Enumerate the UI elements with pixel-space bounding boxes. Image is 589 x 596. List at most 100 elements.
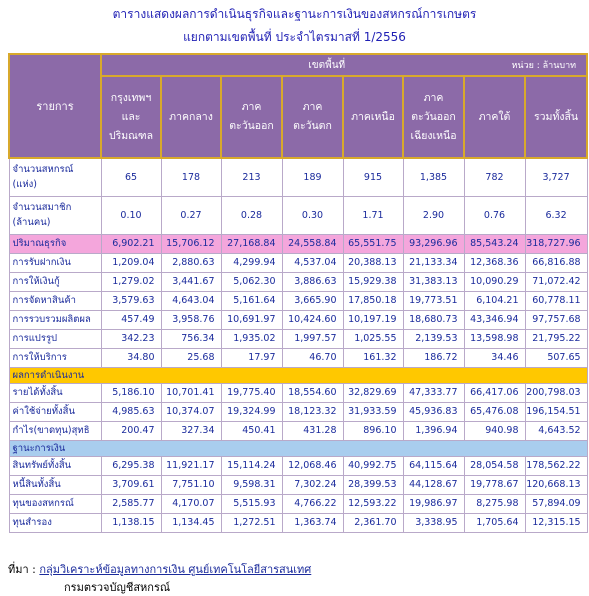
table-cell: 19,324.99 [220, 401, 283, 422]
table-cell: 12,068.46 [281, 455, 344, 476]
source-prefix: ที่มา : [8, 563, 36, 576]
table-cell: 342.23 [100, 328, 162, 349]
table-cell: 7,302.24 [281, 474, 344, 495]
row-business: การให้บริการ 34.80 25.68 17.97 46.70 161.32 18… [8, 347, 588, 368]
table-cell: 28,399.53 [342, 474, 404, 495]
table-cell: 65,551.75 [342, 233, 404, 254]
table-cell: 327.34 [160, 420, 222, 441]
table-cell: 213 [220, 157, 283, 197]
table-cell: 200.47 [100, 420, 162, 441]
table-cell: 178,562.22 [524, 455, 588, 476]
table-cell: 47,333.77 [402, 382, 465, 403]
table-cell: 5,515.93 [220, 493, 283, 514]
table-cell: 5,186.10 [100, 382, 162, 403]
row-finance: ทุนของสหกรณ์ 2,585.77 4,170.07 5,515.93 4,76… [8, 493, 588, 514]
row-label: หนี้สินทั้งสิ้น [8, 474, 102, 495]
zone-title: เขตพื้นที่ [308, 59, 346, 71]
table-cell: 34.80 [100, 347, 162, 368]
table-cell: 10,090.29 [463, 271, 526, 292]
table-cell: 17,850.18 [342, 290, 404, 311]
row-finance: สินทรัพย์ทั้งสิ้น 6,295.38 11,921.17 15,114… [8, 455, 588, 476]
row-label: รายได้ทั้งสิ้น [8, 382, 102, 403]
table-cell: 13,598.98 [463, 328, 526, 349]
section-label: ผลการดำเนินงาน [8, 366, 588, 384]
table-cell: 2.90 [402, 195, 465, 235]
header-row-caption: รายการ [8, 53, 102, 159]
row-finance: ทุนสำรอง 1,138.15 1,134.45 1,272.51 1,363.74… [8, 512, 588, 533]
table-cell: 28,054.58 [463, 455, 526, 476]
table-cell: 64,115.64 [402, 455, 465, 476]
table-cell: 93,296.96 [402, 233, 465, 254]
table-cell: 0.10 [100, 195, 162, 235]
table-cell: 10,701.41 [160, 382, 222, 403]
table-cell: 1,272.51 [220, 512, 283, 533]
region-header-1: ภาคกลาง [160, 75, 222, 159]
table-cell: 65,476.08 [463, 401, 526, 422]
table-cell: 66,816.88 [524, 252, 588, 273]
table-cell: 45,936.83 [402, 401, 465, 422]
region-header-line: และ [121, 110, 141, 123]
table-cell: 27,168.84 [220, 233, 283, 254]
table-cell: 10,424.60 [281, 309, 344, 330]
table-cell: 6,295.38 [100, 455, 162, 476]
row-finance: หนี้สินทั้งสิ้น 3,709.61 7,751.10 9,598.31 7… [8, 474, 588, 495]
table-cell: 5,062.30 [220, 271, 283, 292]
table-cell: 1,705.64 [463, 512, 526, 533]
region-header-line: ปริมณฑล [108, 129, 154, 142]
table-cell: 19,775.40 [220, 382, 283, 403]
table-cell: 32,829.69 [342, 382, 404, 403]
report-subtitle: แยกตามเขตพื้นที่ ประจำไตรมาสที่ 1/2556 [183, 30, 406, 44]
table-cell: 31,383.13 [402, 271, 465, 292]
table-cell: 1,363.74 [281, 512, 344, 533]
table-cell: 1,279.02 [100, 271, 162, 292]
table-cell: 2,361.70 [342, 512, 404, 533]
table-cell: 4,643.04 [160, 290, 222, 311]
table-cell: 0.76 [463, 195, 526, 235]
table-cell: 24,558.84 [281, 233, 344, 254]
region-header-line: ภาคใต้ [478, 110, 511, 123]
region-header-line: เฉียงเหนือ [410, 129, 457, 142]
row-label: ค่าใช้จ่ายทั้งสิ้น [8, 401, 102, 422]
table-cell: 1,997.57 [281, 328, 344, 349]
table-cell: 21,795.22 [524, 328, 588, 349]
region-header-5: ภาค ตะวันออก เฉียงเหนือ [402, 75, 465, 159]
table-cell: 3,441.67 [160, 271, 222, 292]
table-cell: 10,374.07 [160, 401, 222, 422]
row-result: ค่าใช้จ่ายทั้งสิ้น 4,985.63 10,374.07 19,32… [8, 401, 588, 422]
table-cell: 12,368.36 [463, 252, 526, 273]
table-cell: 1.71 [342, 195, 404, 235]
table-cell: 9,598.31 [220, 474, 283, 495]
table-cell: 10,691.97 [220, 309, 283, 330]
report-title: ตารางแสดงผลการดำเนินธุรกิจและฐานะการเงิน… [112, 7, 477, 21]
table-cell: 161.32 [342, 347, 404, 368]
table-cell: 3,338.95 [402, 512, 465, 533]
region-header-line: ตะวันออก [229, 120, 274, 132]
table-cell: 15,706.12 [160, 233, 222, 254]
row-label: ปริมาณธุรกิจ [8, 233, 102, 254]
row-label: จำนวนสมาชิก (ล้านคน) [8, 195, 102, 235]
row-volume: ปริมาณธุรกิจ 6,902.21 15,706.12 27,168.84 24… [8, 233, 588, 254]
table-cell: 6.32 [524, 195, 588, 235]
table-cell: 8,275.98 [463, 493, 526, 514]
data-table: รายการ เขตพื้นที่ หน่วย : ล้านบาท กรุงเท… [8, 53, 589, 533]
table-cell: 19,986.97 [402, 493, 465, 514]
row-result: กำไร(ขาดทุน)สุทธิ 200.47 327.34 450.41 431.2… [8, 420, 588, 441]
region-header-line: ภาคเหนือ [351, 110, 395, 123]
header-zone: เขตพื้นที่ หน่วย : ล้านบาท [99, 53, 589, 77]
table-cell: 4,299.94 [220, 252, 283, 273]
table-cell: 4,985.63 [100, 401, 162, 422]
table-cell: 71,072.42 [524, 271, 588, 292]
table-cell: 7,751.10 [160, 474, 222, 495]
table-cell: 18,123.32 [281, 401, 344, 422]
table-cell: 2,880.63 [160, 252, 222, 273]
table-cell: 34.46 [463, 347, 526, 368]
table-cell: 756.34 [160, 328, 222, 349]
region-header-line: ภาค [423, 91, 444, 104]
table-cell: 178 [160, 157, 222, 197]
table-cell: 12,315.15 [524, 512, 588, 533]
row-label: กำไร(ขาดทุน)สุทธิ [8, 420, 102, 441]
table-cell: 1,935.02 [220, 328, 283, 349]
section-result: ผลการดำเนินงาน [8, 366, 588, 384]
table-cell: 57,894.09 [524, 493, 588, 514]
table-cell: 940.98 [463, 420, 526, 441]
